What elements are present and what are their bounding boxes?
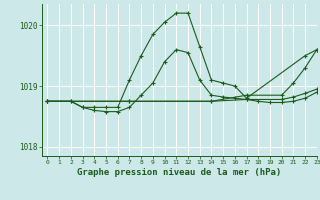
X-axis label: Graphe pression niveau de la mer (hPa): Graphe pression niveau de la mer (hPa) — [77, 168, 281, 177]
